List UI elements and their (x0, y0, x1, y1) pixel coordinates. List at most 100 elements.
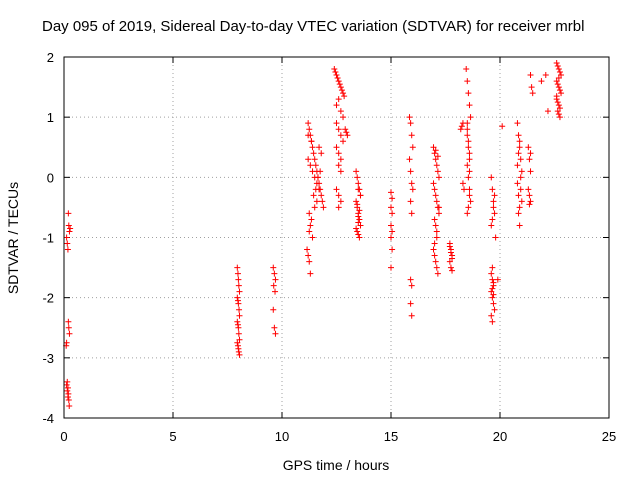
x-axis-label: GPS time / hours (283, 457, 390, 473)
data-point (431, 150, 438, 157)
data-point (515, 150, 522, 157)
data-point (64, 384, 71, 391)
data-point (516, 222, 523, 229)
data-point (320, 204, 327, 211)
axis-ticks: 0 5 10 15 20 25 -4 -3 -2 -1 0 1 2 (42, 50, 616, 444)
data-point (525, 186, 532, 193)
data-point (235, 330, 242, 337)
data-point (527, 168, 534, 175)
data-point (467, 198, 474, 205)
data-point (355, 231, 362, 238)
data-point (466, 156, 473, 163)
data-point (336, 81, 343, 88)
data-point (63, 381, 70, 388)
data-point (459, 180, 466, 187)
data-point (435, 210, 442, 217)
data-point (337, 198, 344, 205)
data-point (64, 387, 71, 394)
data-point (431, 252, 438, 259)
data-point (464, 126, 471, 133)
data-point (407, 198, 414, 205)
data-point (355, 180, 362, 187)
data-point (488, 270, 495, 277)
data-point (464, 210, 471, 217)
data-point (407, 276, 414, 283)
data-point (63, 339, 70, 346)
data-point (489, 318, 496, 325)
data-point (489, 264, 496, 271)
data-point (406, 114, 413, 121)
data-point (488, 312, 495, 319)
data-point (389, 246, 396, 253)
data-point (235, 300, 242, 307)
data-point (408, 180, 415, 187)
data-point (236, 306, 243, 313)
data-point (306, 210, 313, 217)
data-point (235, 282, 242, 289)
data-point (234, 270, 241, 277)
y-tick-label: -2 (42, 291, 54, 306)
data-point (407, 300, 414, 307)
data-point (488, 222, 495, 229)
data-point (447, 249, 454, 256)
data-point (491, 306, 498, 313)
data-point (305, 156, 312, 163)
data-point (319, 198, 326, 205)
data-point (528, 84, 535, 91)
data-point (527, 72, 534, 79)
data-point (465, 174, 472, 181)
data-point (353, 225, 360, 232)
data-point (305, 132, 312, 139)
y-tick-label: -1 (42, 231, 54, 246)
data-point (492, 234, 499, 241)
data-point (544, 108, 551, 115)
data-point (309, 168, 316, 175)
data-point (64, 240, 71, 247)
plot-frame (63, 56, 610, 419)
data-point (234, 339, 241, 346)
data-point (409, 186, 416, 193)
data-point (234, 294, 241, 301)
data-point (306, 258, 313, 265)
data-point (310, 192, 317, 199)
data-point (317, 168, 324, 175)
data-point (494, 276, 501, 283)
data-point (499, 123, 506, 130)
data-point (555, 84, 562, 91)
data-point (553, 60, 560, 67)
data-point (464, 78, 471, 85)
data-point (449, 255, 456, 262)
data-point (446, 243, 453, 250)
data-point (388, 264, 394, 271)
data-point (353, 198, 360, 205)
data-point (490, 198, 497, 205)
data-point (234, 318, 241, 325)
data-point (63, 234, 70, 241)
data-point (517, 174, 524, 181)
data-point (514, 162, 521, 169)
data-point (340, 138, 347, 145)
data-point (432, 222, 439, 229)
data-point (556, 87, 563, 94)
data-point (272, 288, 279, 295)
data-point (465, 90, 472, 97)
data-point (344, 132, 351, 139)
data-point (490, 300, 497, 307)
data-point (307, 162, 314, 169)
data-point (433, 264, 440, 271)
data-point (235, 348, 242, 355)
data-point (316, 144, 323, 151)
data-point (389, 210, 396, 217)
data-point (335, 162, 342, 169)
data-point (340, 114, 347, 121)
data-point (489, 186, 496, 193)
data-point (526, 156, 533, 163)
data-point (435, 204, 442, 211)
data-point (433, 234, 440, 241)
data-point (430, 144, 437, 151)
data-point (340, 90, 347, 97)
data-point (461, 186, 468, 193)
data-point (342, 126, 349, 133)
data-point (553, 93, 560, 100)
